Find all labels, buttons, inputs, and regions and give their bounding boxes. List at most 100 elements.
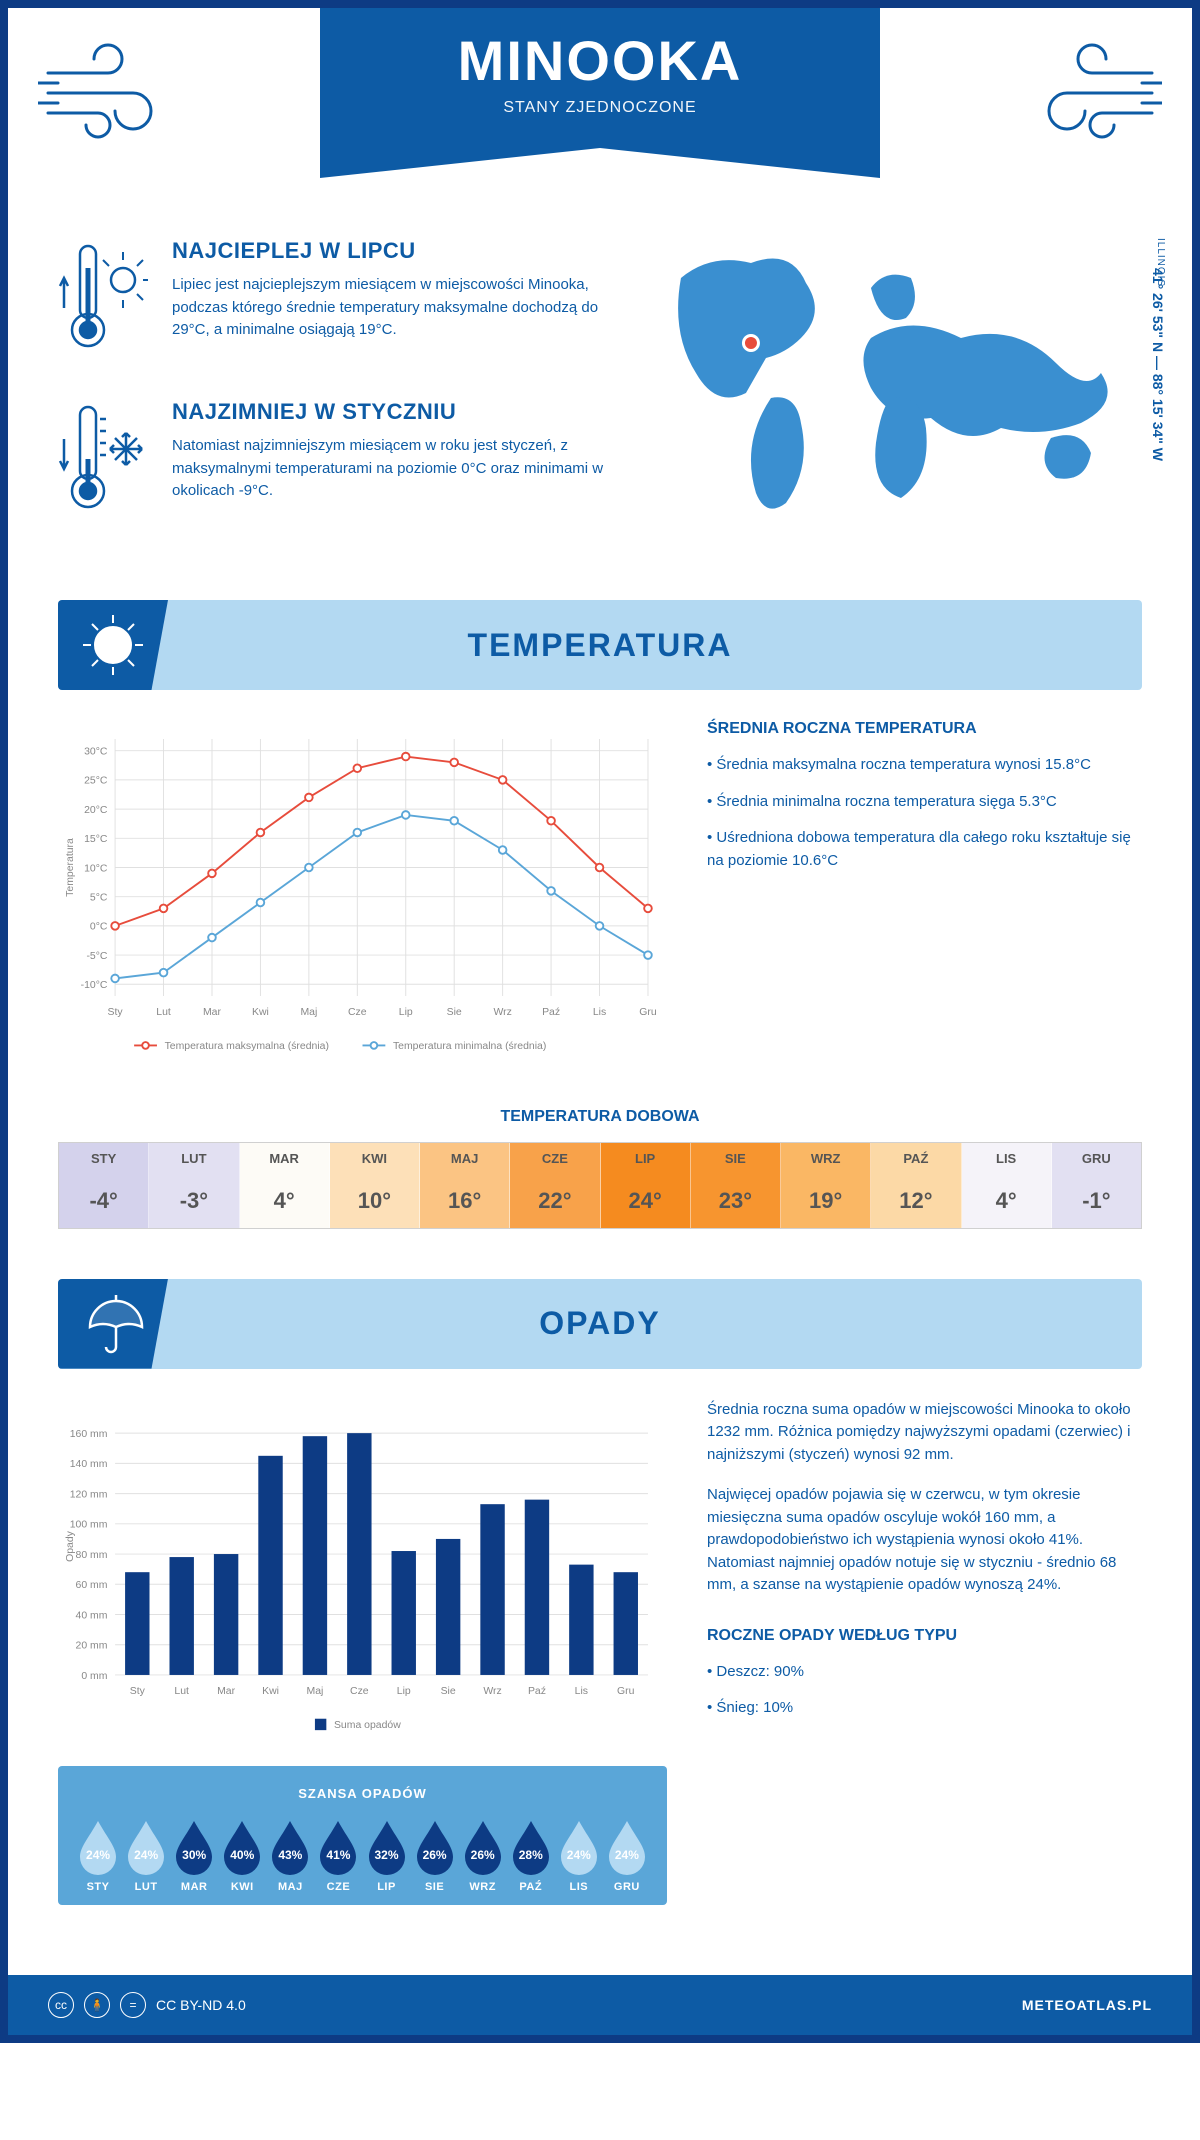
fact-hot-title: NAJCIEPLEJ W LIPCU: [172, 238, 610, 264]
raindrop-icon: 26%: [459, 1817, 507, 1875]
svg-text:Cze: Cze: [348, 1007, 367, 1018]
chance-pct: 24%: [74, 1848, 122, 1862]
svg-text:100 mm: 100 mm: [70, 1519, 108, 1530]
chance-drop: 32% LIP: [362, 1817, 410, 1893]
heat-value: -3°: [149, 1174, 238, 1228]
chance-title: SZANSA OPADÓW: [74, 1786, 651, 1801]
heat-cell: LUT -3°: [149, 1143, 239, 1228]
chance-pct: 40%: [218, 1848, 266, 1862]
temp-summary-title: ŚREDNIA ROCZNA TEMPERATURA: [707, 720, 1142, 738]
chance-month: STY: [74, 1881, 122, 1893]
heat-value: 22°: [510, 1174, 599, 1228]
wind-icon-right: [1022, 38, 1162, 148]
fact-hottest: NAJCIEPLEJ W LIPCU Lipiec jest najcieple…: [58, 238, 610, 363]
svg-text:-10°C: -10°C: [81, 980, 108, 991]
by-icon: 🧍: [84, 1992, 110, 2018]
city-name: MINOOKA: [320, 28, 880, 93]
raindrop-icon: 24%: [122, 1817, 170, 1875]
raindrop-icon: 24%: [74, 1817, 122, 1875]
page: MINOOKA STANY ZJEDNOCZONE: [0, 0, 1200, 2043]
chance-pct: 28%: [507, 1848, 555, 1862]
chance-drop: 24% LIS: [555, 1817, 603, 1893]
precip-para-1: Średnia roczna suma opadów w miejscowośc…: [707, 1399, 1142, 1467]
raindrop-icon: 43%: [266, 1817, 314, 1875]
svg-text:Lip: Lip: [399, 1007, 413, 1018]
svg-text:Sie: Sie: [441, 1686, 456, 1697]
svg-text:Gru: Gru: [639, 1007, 657, 1018]
map-column: ILLINOIS 41° 26' 53" N — 88° 15' 34" W: [640, 238, 1142, 560]
chance-month: KWI: [218, 1881, 266, 1893]
svg-text:-5°C: -5°C: [86, 951, 107, 962]
precip-section-header: OPADY: [58, 1279, 1142, 1369]
license-text: CC BY-ND 4.0: [156, 1997, 246, 2013]
footer-site: METEOATLAS.PL: [1022, 1997, 1152, 2013]
content: NAJCIEPLEJ W LIPCU Lipiec jest najcieple…: [8, 208, 1192, 1975]
raindrop-icon: 28%: [507, 1817, 555, 1875]
svg-text:Maj: Maj: [300, 1007, 317, 1018]
svg-text:Sie: Sie: [447, 1007, 462, 1018]
chance-drop: 26% SIE: [411, 1817, 459, 1893]
precip-section-title: OPADY: [539, 1305, 660, 1342]
temp-section-header: TEMPERATURA: [58, 600, 1142, 690]
umbrella-icon: [58, 1279, 168, 1369]
svg-text:Sty: Sty: [108, 1007, 124, 1018]
heat-cell: STY -4°: [59, 1143, 149, 1228]
raindrop-icon: 24%: [555, 1817, 603, 1875]
heat-month: LIS: [962, 1143, 1051, 1174]
svg-text:0°C: 0°C: [90, 922, 108, 933]
heat-month: KWI: [330, 1143, 419, 1174]
svg-text:Temperatura: Temperatura: [65, 838, 76, 897]
svg-text:Sty: Sty: [130, 1686, 146, 1697]
svg-text:Kwi: Kwi: [262, 1686, 279, 1697]
chance-month: CZE: [314, 1881, 362, 1893]
intro-row: NAJCIEPLEJ W LIPCU Lipiec jest najcieple…: [58, 238, 1142, 560]
chance-pct: 41%: [314, 1848, 362, 1862]
svg-text:25°C: 25°C: [84, 776, 108, 787]
chance-drops-row: 24% STY 24% LUT 30% MAR 40% KWI: [74, 1817, 651, 1893]
chance-drop: 43% MAJ: [266, 1817, 314, 1893]
fact-coldest: NAJZIMNIEJ W STYCZNIU Natomiast najzimni…: [58, 399, 610, 524]
temp-section-title: TEMPERATURA: [468, 627, 733, 664]
svg-text:Lut: Lut: [174, 1686, 189, 1697]
chance-month: LIS: [555, 1881, 603, 1893]
svg-text:120 mm: 120 mm: [70, 1489, 108, 1500]
heat-cell: MAJ 16°: [420, 1143, 510, 1228]
chance-drop: 41% CZE: [314, 1817, 362, 1893]
chance-pct: 24%: [555, 1848, 603, 1862]
heat-month: WRZ: [781, 1143, 870, 1174]
chance-drop: 24% GRU: [603, 1817, 651, 1893]
temp-bullet-2: • Średnia minimalna roczna temperatura s…: [707, 791, 1142, 814]
chance-month: WRZ: [459, 1881, 507, 1893]
svg-text:Lut: Lut: [156, 1007, 171, 1018]
sun-icon: [58, 600, 168, 690]
chance-month: LIP: [362, 1881, 410, 1893]
svg-text:Lis: Lis: [575, 1686, 588, 1697]
raindrop-icon: 32%: [363, 1817, 411, 1875]
chance-drop: 26% WRZ: [459, 1817, 507, 1893]
raindrop-icon: 26%: [411, 1817, 459, 1875]
heat-value: -1°: [1052, 1174, 1141, 1228]
by-type-title: ROCZNE OPADY WEDŁUG TYPU: [707, 1627, 1142, 1645]
heat-month: STY: [59, 1143, 148, 1174]
nd-icon: =: [120, 1992, 146, 2018]
svg-text:Gru: Gru: [617, 1686, 635, 1697]
chance-drop: 40% KWI: [218, 1817, 266, 1893]
heat-cell: WRZ 19°: [781, 1143, 871, 1228]
chance-month: SIE: [411, 1881, 459, 1893]
cc-icon: cc: [48, 1992, 74, 2018]
svg-text:40 mm: 40 mm: [76, 1610, 108, 1621]
heat-cell: LIP 24°: [601, 1143, 691, 1228]
title-banner: MINOOKA STANY ZJEDNOCZONE: [320, 8, 880, 148]
svg-text:Temperatura maksymalna (średni: Temperatura maksymalna (średnia): [165, 1041, 329, 1052]
temp-bullet-3: • Uśredniona dobowa temperatura dla całe…: [707, 827, 1142, 872]
svg-text:Maj: Maj: [307, 1686, 324, 1697]
heat-month: SIE: [691, 1143, 780, 1174]
svg-text:160 mm: 160 mm: [70, 1429, 108, 1440]
daily-temp-title: TEMPERATURA DOBOWA: [58, 1108, 1142, 1126]
facts-column: NAJCIEPLEJ W LIPCU Lipiec jest najcieple…: [58, 238, 610, 560]
temp-line-chart: -10°C-5°C0°C5°C10°C15°C20°C25°C30°CStyLu…: [58, 720, 667, 1063]
svg-text:20 mm: 20 mm: [76, 1640, 108, 1651]
heat-value: -4°: [59, 1174, 148, 1228]
wind-icon-left: [38, 38, 178, 148]
chance-pct: 30%: [170, 1848, 218, 1862]
